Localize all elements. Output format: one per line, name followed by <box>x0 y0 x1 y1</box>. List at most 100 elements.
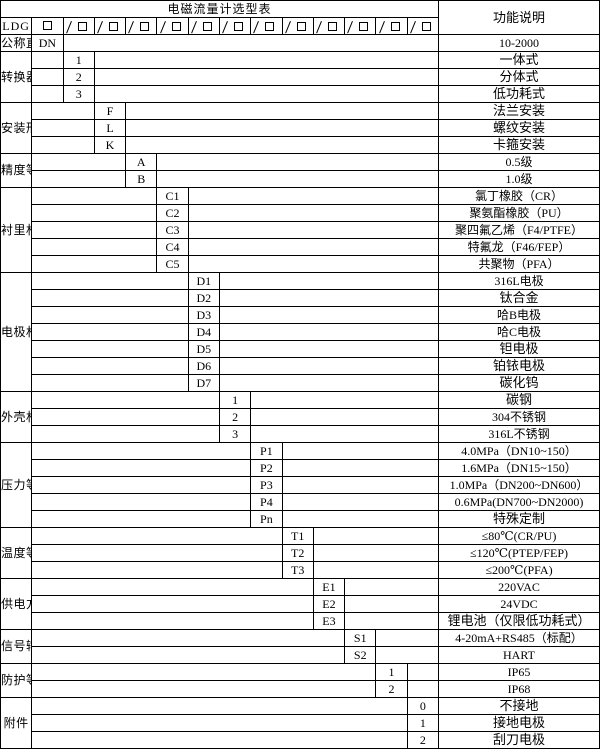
table-title: 电磁流量计选型表 <box>0 0 439 18</box>
spacer-right <box>125 102 439 120</box>
model-box-12[interactable] <box>406 17 440 35</box>
option-code[interactable]: P2 <box>250 459 283 477</box>
slash-icon <box>321 21 327 32</box>
option-code[interactable]: S2 <box>344 646 377 664</box>
option-code[interactable]: 1 <box>406 714 440 732</box>
option-code[interactable]: B <box>125 170 158 188</box>
option-code[interactable]: D7 <box>187 374 220 392</box>
option-code[interactable]: 1 <box>218 391 252 409</box>
model-box-3[interactable] <box>125 17 158 35</box>
option-code[interactable]: C5 <box>156 255 189 273</box>
table-row: D2 钛合金 <box>1 289 600 307</box>
option-code[interactable]: P1 <box>250 442 283 460</box>
model-box-9[interactable] <box>312 17 346 35</box>
spacer-right <box>375 629 439 647</box>
model-box-5[interactable] <box>187 17 220 35</box>
option-code[interactable]: DN <box>31 34 64 52</box>
spacer-left <box>31 323 189 341</box>
option-code[interactable]: D1 <box>187 272 220 290</box>
option-code[interactable]: T2 <box>281 544 314 562</box>
spacer-right <box>281 476 440 494</box>
option-code[interactable]: 2 <box>218 408 252 426</box>
option-code[interactable]: 2 <box>406 731 440 749</box>
spacer-right <box>250 408 439 426</box>
spacer-left <box>31 408 220 426</box>
option-code[interactable]: C1 <box>156 187 189 205</box>
spacer-left <box>31 442 252 460</box>
table-row: T2 ≤120℃(PTEP/FEP) <box>1 544 600 562</box>
model-box-7[interactable] <box>250 17 283 35</box>
model-box-1[interactable] <box>62 17 95 35</box>
option-description: IP68 <box>438 680 600 698</box>
option-code[interactable]: A <box>125 153 158 171</box>
option-code[interactable]: T1 <box>281 527 314 545</box>
option-code[interactable]: D6 <box>187 357 220 375</box>
spacer-left <box>31 102 95 120</box>
option-code[interactable]: 1 <box>375 663 408 681</box>
spacer-left <box>31 663 377 681</box>
model-box-4[interactable] <box>156 17 189 35</box>
spacer-left <box>31 187 158 205</box>
option-code[interactable]: 3 <box>218 425 252 443</box>
option-code[interactable]: F <box>93 102 127 120</box>
model-box-11[interactable] <box>375 17 408 35</box>
option-description: 共聚物（PFA） <box>438 255 600 273</box>
model-box-10[interactable] <box>344 17 377 35</box>
option-code[interactable]: C2 <box>156 204 189 222</box>
option-code[interactable]: 2 <box>375 680 408 698</box>
table-row: 1 接地电极 <box>1 714 600 732</box>
option-code[interactable]: L <box>93 119 127 137</box>
option-code[interactable]: 1 <box>62 51 95 69</box>
spacer-right <box>312 561 440 579</box>
model-box-2[interactable] <box>93 17 127 35</box>
option-code[interactable]: P4 <box>250 493 283 511</box>
table-row: B 1.0级 <box>1 170 600 188</box>
option-code[interactable]: P3 <box>250 476 283 494</box>
option-code[interactable]: 3 <box>62 85 95 103</box>
option-description: 特殊定制 <box>438 510 600 528</box>
model-box-8[interactable] <box>281 17 314 35</box>
spacer-left <box>31 510 252 528</box>
slash-icon <box>165 21 171 32</box>
spacer-left <box>31 425 220 443</box>
option-code[interactable]: C4 <box>156 238 189 256</box>
spacer-left <box>31 289 189 307</box>
slash-icon <box>352 21 358 32</box>
option-code[interactable]: D5 <box>187 340 220 358</box>
option-code[interactable]: S1 <box>344 629 377 647</box>
option-code[interactable]: T3 <box>281 561 314 579</box>
table-row: L 螺纹安装 <box>1 119 600 137</box>
option-code[interactable]: E1 <box>312 578 346 596</box>
option-description: ≤200℃(PFA) <box>438 561 600 579</box>
option-description: 碳化钨 <box>438 374 600 392</box>
spacer-right <box>250 391 439 409</box>
option-code[interactable]: 2 <box>62 68 95 86</box>
checkbox-square <box>390 21 400 31</box>
slash-icon <box>102 21 108 32</box>
table-row: 2 IP68 <box>1 680 600 698</box>
option-code[interactable]: C3 <box>156 221 189 239</box>
checkbox-square <box>42 20 52 30</box>
table-row: 转换器类型 1 一体式 <box>0 51 600 103</box>
model-box-0[interactable] <box>31 17 64 35</box>
section-label-6: 外壳材质 <box>0 391 33 443</box>
option-code[interactable]: E2 <box>312 595 346 613</box>
option-code[interactable]: Pn <box>250 510 283 528</box>
option-code[interactable]: D2 <box>187 289 220 307</box>
slash-icon <box>258 21 264 32</box>
option-code[interactable]: D4 <box>187 323 220 341</box>
table-row: 3 316L不锈钢 <box>1 425 600 443</box>
table-row: 防护等级 1 IP65 <box>0 663 600 698</box>
option-code[interactable]: E3 <box>312 612 346 630</box>
option-description: 特氟龙（F46/FEP） <box>438 238 600 256</box>
option-code[interactable]: K <box>93 136 127 154</box>
table-row: 衬里材质 C1 氯丁橡胶（CR） <box>0 187 600 273</box>
section-label-4: 衬里材质 <box>0 187 33 273</box>
option-code[interactable]: 0 <box>406 697 440 715</box>
spacer-left <box>31 578 314 596</box>
option-description: 316L不锈钢 <box>438 425 600 443</box>
section-label-0: 公称直径 <box>0 34 33 52</box>
model-box-6[interactable] <box>218 17 252 35</box>
checkbox-square <box>140 21 150 31</box>
option-code[interactable]: D3 <box>187 306 220 324</box>
